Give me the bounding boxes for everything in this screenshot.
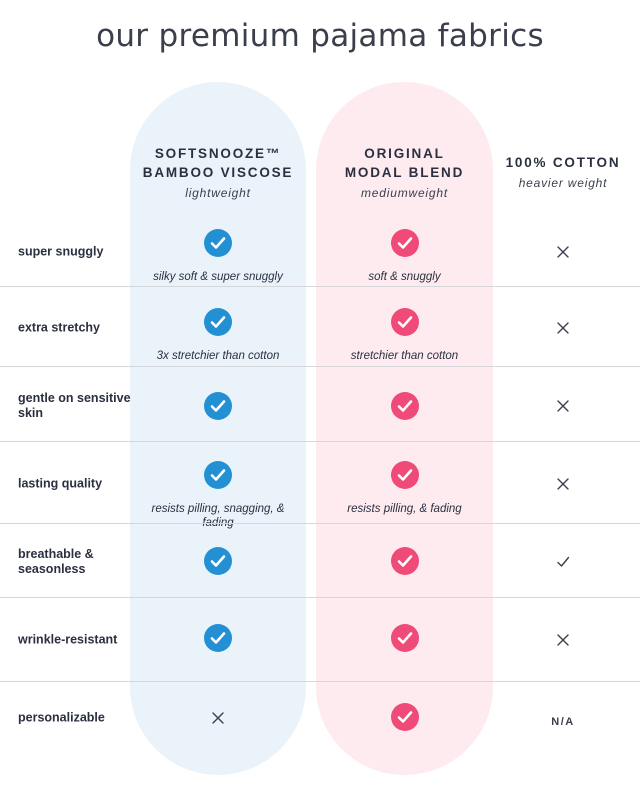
check-icon	[204, 547, 232, 575]
check-icon	[204, 624, 232, 652]
check-icon	[390, 461, 419, 489]
feature-label: gentle on sensitive skin	[18, 391, 131, 420]
cotton-cell	[493, 245, 633, 264]
x-icon	[556, 634, 570, 651]
cotton-cell	[493, 555, 633, 574]
feature-label: extra stretchy	[18, 320, 100, 335]
bamboo-column-background	[130, 82, 306, 775]
cotton-cell	[493, 399, 633, 418]
bamboo-note: 3x stretchier than cotton	[156, 350, 280, 362]
row-divider	[0, 441, 640, 442]
check-icon	[390, 392, 419, 420]
check-icon	[204, 461, 232, 489]
row-divider	[0, 366, 640, 367]
feature-label: lasting quality	[18, 476, 103, 491]
feature-label: personalizable	[18, 710, 105, 725]
checkmark-glyph	[397, 400, 412, 412]
check-icon	[390, 308, 419, 336]
modal-name-line1: ORIGINAL	[364, 146, 445, 161]
modal-cell	[316, 392, 493, 425]
modal-column-header: ORIGINAL MODAL BLEND mediumweight	[316, 144, 493, 200]
feature-label: super snuggly	[18, 244, 104, 259]
page-title: our premium pajama fabrics	[96, 18, 544, 54]
modal-column-background	[316, 82, 493, 775]
bamboo-cell	[130, 624, 306, 657]
checkmark-glyph	[397, 711, 412, 723]
x-icon	[556, 478, 570, 495]
checkmark-glyph	[210, 400, 226, 412]
cotton-column-header: 100% COTTON heavier weight	[493, 153, 633, 190]
modal-note: resists pilling, & fading	[347, 503, 462, 515]
x-icon	[211, 712, 225, 729]
modal-cell: stretchier than cotton	[316, 308, 493, 363]
x-icon	[556, 246, 570, 263]
cotton-cell	[493, 321, 633, 340]
small-check-icon	[556, 556, 570, 573]
cotton-cell	[493, 633, 633, 652]
checkmark-glyph	[210, 237, 226, 249]
modal-note: stretchier than cotton	[350, 350, 459, 362]
row-divider	[0, 681, 640, 682]
check-icon	[204, 308, 232, 336]
check-icon	[390, 229, 419, 257]
modal-cell	[316, 624, 493, 657]
row-divider	[0, 286, 640, 287]
cotton-weight: heavier weight	[518, 176, 608, 190]
not-applicable-text: N/A	[551, 716, 575, 728]
checkmark-glyph	[210, 632, 226, 644]
cotton-cell: N/A	[493, 712, 633, 730]
row-divider	[0, 523, 640, 524]
bamboo-cell: silky soft & super snuggly	[130, 229, 306, 284]
check-icon	[204, 392, 232, 420]
modal-note: soft & snuggly	[368, 271, 441, 283]
checkmark-glyph	[397, 316, 412, 328]
cotton-name: 100% COTTON	[505, 155, 621, 170]
check-icon	[390, 703, 419, 731]
x-icon	[556, 322, 570, 339]
bamboo-cell	[130, 711, 306, 730]
checkmark-glyph	[210, 555, 226, 567]
cotton-cell	[493, 477, 633, 496]
check-icon	[390, 547, 419, 575]
bamboo-note: silky soft & super snuggly	[153, 271, 283, 283]
check-icon	[390, 624, 419, 652]
bamboo-column-header: SOFTSNOOZE™ BAMBOO VISCOSE lightweight	[130, 144, 306, 200]
checkmark-glyph	[210, 469, 226, 481]
feature-label: wrinkle-resistant	[18, 632, 118, 647]
modal-weight: mediumweight	[361, 186, 448, 200]
bamboo-cell	[130, 547, 306, 580]
bamboo-name-line1: SOFTSNOOZE™	[154, 146, 282, 161]
bamboo-cell: 3x stretchier than cotton	[130, 308, 306, 363]
checkmark-glyph	[397, 555, 412, 567]
checkmark-glyph	[397, 469, 412, 481]
modal-cell: soft & snuggly	[316, 229, 493, 284]
check-icon	[204, 229, 232, 257]
modal-cell	[316, 547, 493, 580]
bamboo-cell: resists pilling, snagging, & fading	[130, 461, 306, 530]
bamboo-name-line2: BAMBOO VISCOSE	[142, 165, 294, 180]
modal-cell: resists pilling, & fading	[316, 461, 493, 516]
checkmark-glyph	[397, 237, 412, 249]
checkmark-glyph	[210, 316, 226, 328]
bamboo-cell	[130, 392, 306, 425]
feature-label: breathable & seasonless	[18, 547, 94, 576]
bamboo-weight: lightweight	[185, 186, 251, 200]
checkmark-glyph	[397, 632, 412, 644]
modal-name-line2: MODAL BLEND	[344, 165, 465, 180]
modal-cell	[316, 703, 493, 736]
x-icon	[556, 400, 570, 417]
bamboo-note: resists pilling, snagging, & fading	[151, 503, 285, 529]
row-divider	[0, 597, 640, 598]
